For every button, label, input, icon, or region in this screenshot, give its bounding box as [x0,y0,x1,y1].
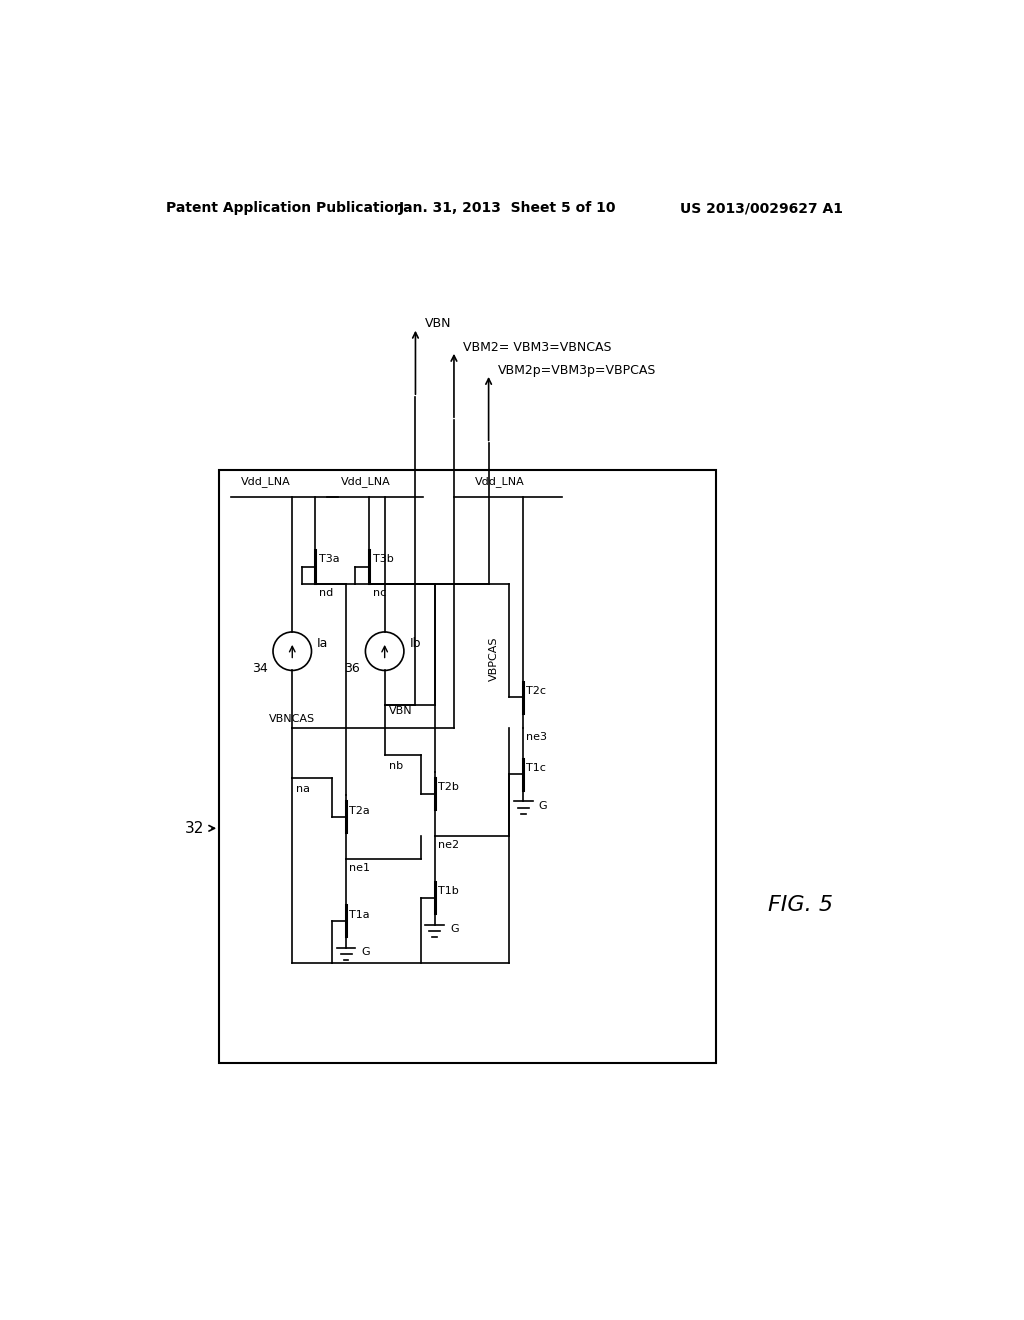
Text: Jan. 31, 2013  Sheet 5 of 10: Jan. 31, 2013 Sheet 5 of 10 [399,202,616,215]
Bar [219,470,716,1063]
Text: ne3: ne3 [526,733,548,742]
Text: T3b: T3b [373,554,394,564]
Text: G: G [539,801,547,810]
Text: VBNCAS: VBNCAS [269,714,315,723]
Text: US 2013/0029627 A1: US 2013/0029627 A1 [681,202,844,215]
Text: nb: nb [388,760,402,771]
Text: VBM2p=VBM3p=VBPCAS: VBM2p=VBM3p=VBPCAS [498,363,656,376]
Text: nd: nd [319,589,334,598]
Text: 32: 32 [184,821,204,836]
Text: G: G [361,948,371,957]
Text: G: G [451,924,459,935]
Text: VBN: VBN [388,706,412,717]
Text: VBM2= VBM3=VBNCAS: VBM2= VBM3=VBNCAS [463,341,611,354]
Text: Ia: Ia [316,638,329,649]
Text: T2b: T2b [438,783,459,792]
Text: VBPCAS: VBPCAS [489,636,499,681]
Text: T1c: T1c [526,763,546,774]
Text: nc: nc [373,589,386,598]
Text: Vdd_LNA: Vdd_LNA [341,477,390,487]
Text: Vdd_LNA: Vdd_LNA [241,477,290,487]
Text: ne1: ne1 [349,863,371,874]
Text: T2c: T2c [526,686,547,696]
Text: Vdd_LNA: Vdd_LNA [475,477,525,487]
Text: na: na [296,784,310,795]
Text: 34: 34 [252,661,267,675]
Text: T3a: T3a [319,554,340,564]
Text: 36: 36 [344,661,360,675]
Text: ne2: ne2 [438,841,459,850]
Text: Ib: Ib [410,638,421,649]
Text: T2a: T2a [349,805,370,816]
Text: VBN: VBN [425,317,452,330]
Text: T1a: T1a [349,909,370,920]
Text: T1b: T1b [438,887,459,896]
Text: FIG. 5: FIG. 5 [768,895,833,915]
Text: Patent Application Publication: Patent Application Publication [166,202,403,215]
